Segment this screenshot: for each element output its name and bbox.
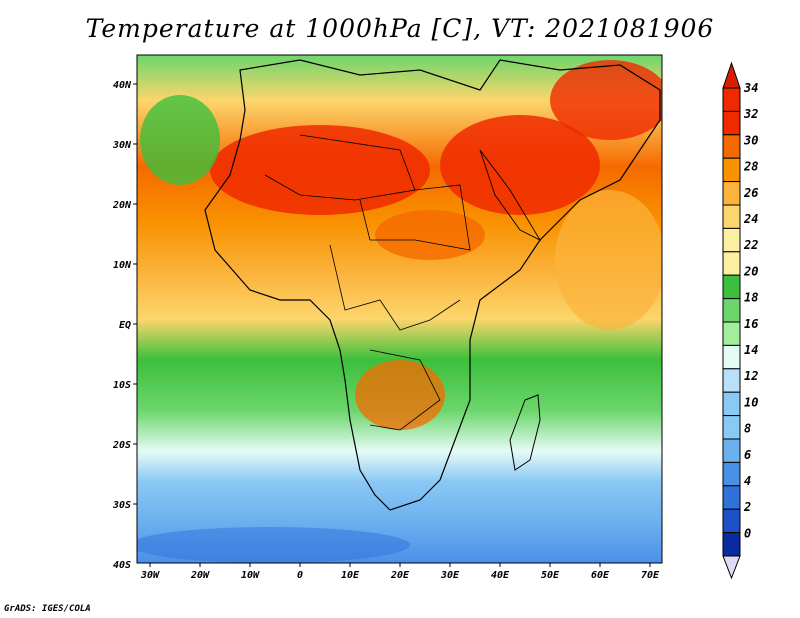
- lat-tick-label: 10N: [113, 260, 132, 271]
- lat-tick-label: 20S: [112, 440, 131, 451]
- lon-tick-label: 70E: [641, 570, 660, 581]
- iran-hot-region: [550, 60, 662, 140]
- lat-tick-label: 30S: [112, 500, 131, 511]
- colorbar-label: 0: [744, 526, 751, 540]
- colorbar-swatch: [722, 298, 741, 323]
- colorbar-swatch: [722, 438, 741, 463]
- colorbar-label: 34: [743, 81, 758, 95]
- colorbar-swatch: [722, 157, 741, 183]
- colorbar-swatch: [722, 110, 741, 136]
- colorbar-label: 28: [743, 160, 758, 174]
- africa-coastline: [204, 59, 661, 511]
- lon-tick-label: 30E: [440, 570, 460, 581]
- colorbar-label: 4: [744, 474, 751, 488]
- colorbar-label: 26: [743, 186, 758, 200]
- lat-tick-label: EQ: [119, 320, 131, 331]
- colorbar-label: 22: [743, 238, 758, 252]
- colorbar-label: 18: [744, 291, 758, 305]
- lon-tick-label: 10E: [341, 570, 360, 581]
- map-axis-ticks: 30W 20W 10W 0 10E 20E 30E 40E 50E 60E 70E 40N 30N 20N…: [112, 80, 660, 581]
- colorbar-swatch: [722, 368, 741, 393]
- colorbar-label: 8: [744, 422, 751, 436]
- colorbar-swatch: [722, 181, 741, 206]
- arabian-sea-warm-region: [555, 190, 662, 330]
- atlantic-cool-region: [140, 95, 220, 185]
- lat-tick-label: 30N: [112, 140, 132, 151]
- colorbar-label: 30: [743, 133, 758, 147]
- colorbar-swatch: [722, 344, 741, 370]
- southern-ocean-cold-region: [137, 527, 410, 563]
- lon-tick-label: 20W: [190, 570, 210, 581]
- country-borders: [264, 134, 471, 431]
- arabia-hot-region: [440, 115, 600, 215]
- colorbar-bottom-arrow: [722, 555, 741, 580]
- colorbar-swatch: [722, 532, 741, 557]
- colorbar-label: 10: [744, 395, 758, 409]
- lon-tick-label: 50E: [541, 570, 560, 581]
- sahel-warm-region: [375, 210, 485, 260]
- lat-tick-label: 10S: [113, 380, 131, 391]
- grads-credit: GrADS: IGES/COLA: [4, 604, 91, 614]
- colorbar-label: 16: [744, 317, 758, 331]
- colorbar-swatch: [722, 227, 741, 253]
- colorbar-swatch: [722, 485, 741, 510]
- map-title: Temperature at 1000hPa [C], VT: 20210819…: [85, 14, 715, 43]
- lon-tick-label: 0: [297, 570, 303, 581]
- sahara-hot-region: [210, 125, 430, 215]
- colorbar-top-arrow: [722, 61, 741, 89]
- red-sea-outline: [479, 149, 542, 242]
- southern-africa-warm-region: [355, 360, 445, 430]
- colorbar-label: 32: [743, 107, 758, 121]
- colorbar-label: 14: [744, 343, 758, 357]
- colorbar-swatch: [722, 274, 741, 300]
- colorbar-swatch: [722, 508, 741, 534]
- colorbar-swatch: [722, 461, 741, 487]
- lon-tick-label: 40E: [491, 570, 510, 581]
- lon-tick-label: 60E: [591, 570, 610, 581]
- lat-tick-label: 40S: [113, 560, 131, 571]
- colorbar-swatch: [722, 321, 741, 346]
- colorbar-swatch: [722, 391, 741, 417]
- colorbar-swatch: [722, 134, 741, 159]
- colorbar-label: 20: [743, 264, 758, 278]
- lat-tick-label: 20N: [112, 200, 132, 211]
- colorbar-label: 6: [744, 448, 751, 462]
- colorbar-swatch: [722, 251, 741, 276]
- colorbar-label: 12: [744, 369, 758, 383]
- map-plot-area: [137, 55, 662, 563]
- colorbar-swatch: [722, 204, 741, 229]
- madagascar-outline: [509, 394, 541, 471]
- colorbar-swatch: [722, 415, 741, 440]
- colorbar-swatch: [722, 87, 741, 112]
- colorbar-label: 24: [743, 212, 758, 226]
- lat-tick-label: 40N: [113, 80, 132, 91]
- lon-tick-label: 30W: [140, 570, 160, 581]
- colorbar-label: 2: [743, 500, 751, 514]
- lon-tick-label: 10W: [241, 570, 260, 581]
- lon-tick-label: 20E: [390, 570, 410, 581]
